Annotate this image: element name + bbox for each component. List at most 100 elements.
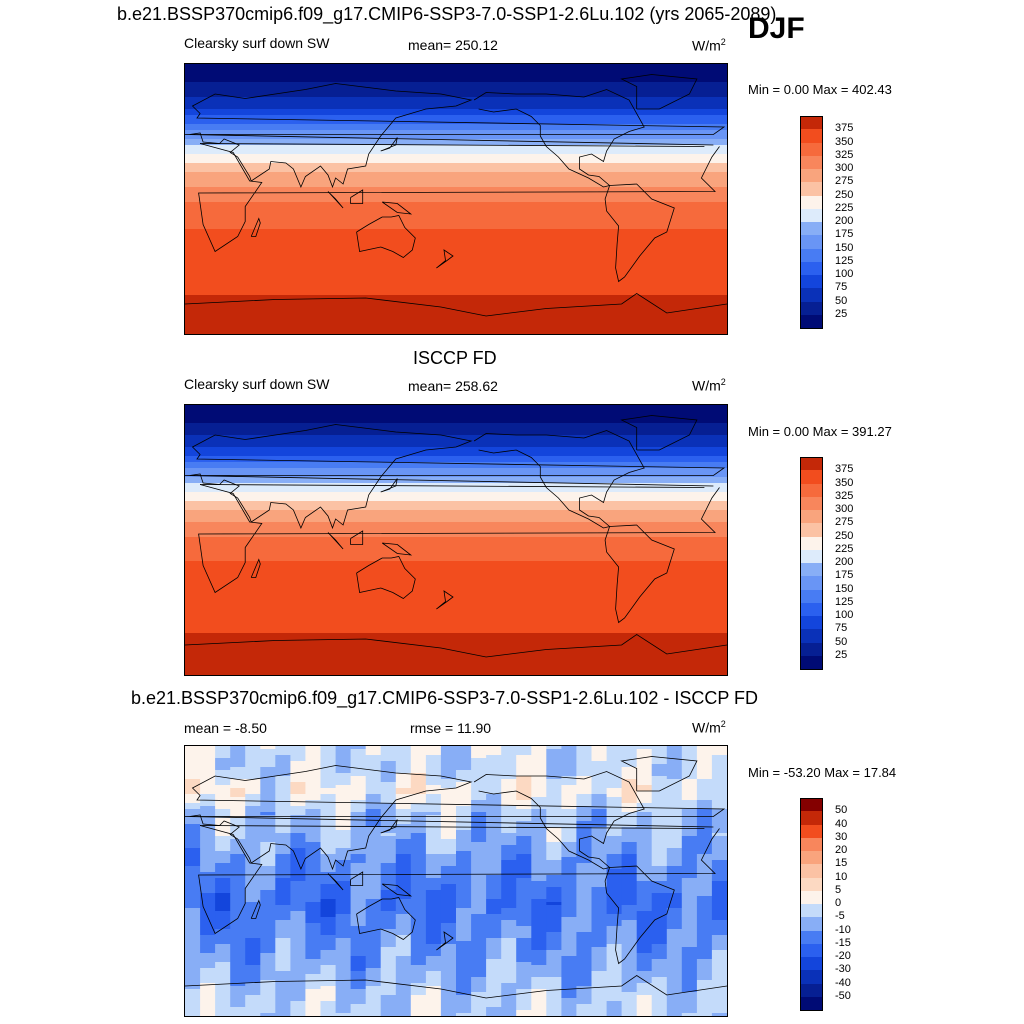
map-cell bbox=[230, 857, 246, 861]
map-cell bbox=[516, 944, 532, 948]
map-cell bbox=[501, 902, 517, 906]
map-cell bbox=[516, 845, 532, 849]
map-cell bbox=[290, 806, 307, 810]
map-cell bbox=[576, 845, 593, 849]
map-cell bbox=[681, 758, 698, 762]
map-cell bbox=[215, 986, 231, 990]
map-cell bbox=[275, 785, 291, 789]
map-cell bbox=[516, 779, 532, 783]
map-cell bbox=[305, 779, 322, 783]
map-cell bbox=[651, 773, 668, 777]
map-cell bbox=[305, 782, 322, 786]
map-cell bbox=[305, 884, 322, 888]
map-cell bbox=[666, 983, 683, 987]
map-cell bbox=[425, 746, 442, 750]
map-cell bbox=[561, 998, 578, 1002]
map-cell bbox=[200, 791, 216, 795]
map-cell bbox=[546, 767, 562, 771]
map-cell bbox=[666, 998, 683, 1002]
map-cell bbox=[681, 746, 698, 750]
map-cell bbox=[501, 869, 517, 873]
map-cell bbox=[275, 917, 291, 921]
map-cell bbox=[621, 917, 638, 921]
map-cell bbox=[696, 884, 713, 888]
map-cell bbox=[606, 1007, 623, 1011]
map-cell bbox=[561, 965, 578, 969]
map-cell bbox=[185, 860, 201, 864]
map-cell bbox=[380, 860, 397, 864]
map-cell bbox=[395, 992, 412, 996]
map-cell bbox=[275, 977, 291, 981]
map-cell bbox=[320, 821, 337, 825]
map-cell bbox=[696, 896, 713, 900]
map-cell bbox=[456, 935, 472, 939]
map-cell bbox=[561, 746, 578, 750]
colorbar-box bbox=[800, 142, 823, 157]
map-cell bbox=[606, 980, 623, 984]
map-cell bbox=[471, 980, 487, 984]
map-cell bbox=[651, 1007, 668, 1011]
map-cell bbox=[425, 803, 442, 807]
map-cell bbox=[606, 938, 623, 942]
map-cell bbox=[380, 950, 397, 954]
map-cell bbox=[290, 776, 307, 780]
map-cell bbox=[410, 848, 427, 852]
map-cell bbox=[410, 923, 427, 927]
map-cell bbox=[395, 746, 412, 750]
map-cell bbox=[531, 761, 547, 765]
map-cell bbox=[681, 761, 698, 765]
map-cell bbox=[546, 797, 562, 801]
map-cell bbox=[636, 977, 653, 981]
map-cell bbox=[260, 752, 276, 756]
map-cell bbox=[395, 908, 412, 912]
map-cell bbox=[320, 782, 337, 786]
map-cell bbox=[666, 986, 683, 990]
map-cell bbox=[425, 830, 442, 834]
map-cell bbox=[320, 866, 337, 870]
map-cell bbox=[501, 998, 517, 1002]
map-cell bbox=[380, 938, 397, 942]
map-cell bbox=[531, 926, 547, 930]
map-cell bbox=[681, 764, 698, 768]
map-cell bbox=[456, 941, 472, 945]
coastline-1 bbox=[185, 424, 726, 530]
map-cell bbox=[395, 788, 412, 792]
map-cell bbox=[516, 971, 532, 975]
map-cell bbox=[425, 785, 442, 789]
map-cell bbox=[245, 869, 261, 873]
map-cell bbox=[486, 875, 502, 879]
map-cell bbox=[425, 752, 442, 756]
map-cell bbox=[621, 752, 638, 756]
map-cell bbox=[365, 890, 382, 894]
map-cell bbox=[275, 953, 291, 957]
map-cell bbox=[546, 851, 562, 855]
map-cell bbox=[576, 860, 593, 864]
map-cell bbox=[185, 941, 201, 945]
map-cell bbox=[666, 917, 683, 921]
map-cell bbox=[696, 809, 713, 813]
map-cell bbox=[471, 959, 487, 963]
map-cell bbox=[531, 950, 547, 954]
map-cell bbox=[365, 848, 382, 852]
map-cell bbox=[606, 851, 623, 855]
map-cell bbox=[486, 881, 502, 885]
map-cell bbox=[410, 749, 427, 753]
map-cell bbox=[200, 887, 216, 891]
map-cell bbox=[456, 923, 472, 927]
map-cell bbox=[185, 280, 727, 284]
map-cell bbox=[335, 806, 352, 810]
map-cell bbox=[185, 1007, 201, 1011]
map-cell bbox=[516, 932, 532, 936]
map-cell bbox=[410, 977, 427, 981]
map-cell bbox=[681, 824, 698, 828]
map-cell bbox=[245, 800, 261, 804]
map-cell bbox=[245, 968, 261, 972]
map-cell bbox=[486, 926, 502, 930]
map-cell bbox=[260, 878, 276, 882]
map-cell bbox=[711, 959, 727, 963]
map-cell bbox=[365, 953, 382, 957]
map-cell bbox=[516, 803, 532, 807]
map-cell bbox=[561, 1013, 578, 1016]
map-cell bbox=[531, 863, 547, 867]
map-cell bbox=[711, 767, 727, 771]
